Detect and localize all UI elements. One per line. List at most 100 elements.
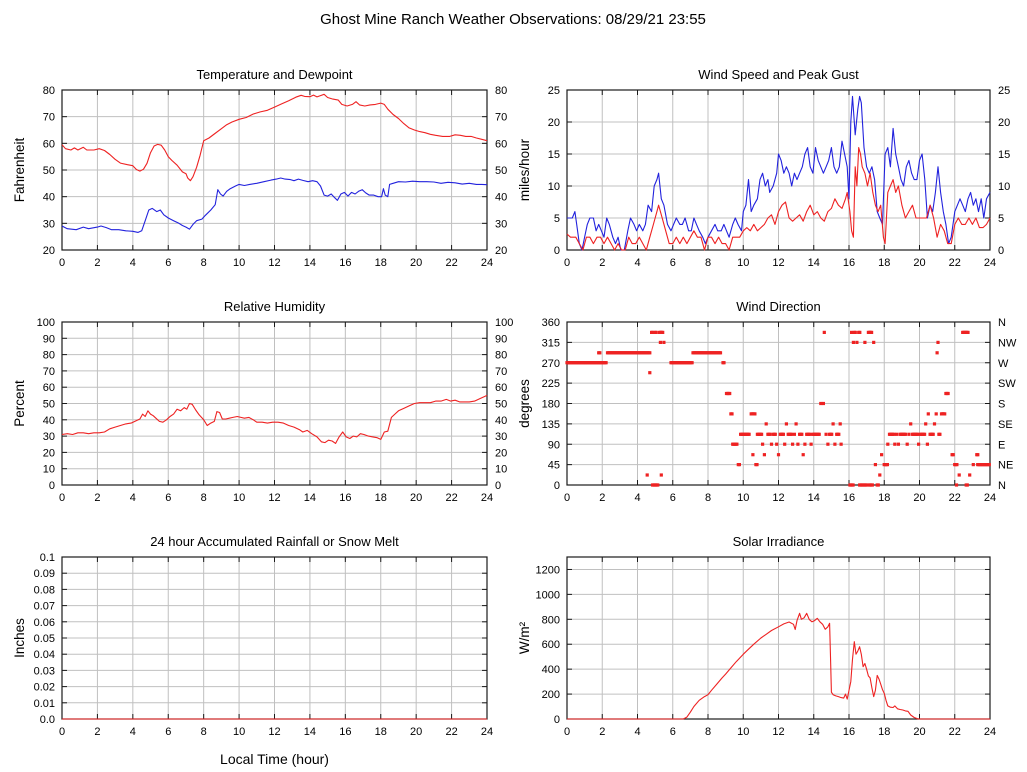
x-tick-labels: 0 2 4 6 8 10 12 14 16 18 20 22 24 — [59, 257, 493, 269]
chart-temperature-dewpoint: 0 2 4 6 8 10 12 14 16 18 20 22 242030405060708020304… — [12, 67, 507, 269]
svg-text:20: 20 — [43, 245, 55, 257]
svg-text:45: 45 — [548, 460, 560, 472]
wind-direction-points — [565, 330, 991, 487]
svg-text:70: 70 — [495, 366, 507, 378]
svg-text:800: 800 — [542, 614, 560, 626]
svg-text:2: 2 — [94, 726, 100, 738]
gridlines — [62, 322, 487, 485]
x-tick-labels: 0 2 4 6 8 10 12 14 16 18 20 22 24 — [59, 726, 493, 738]
chart-title: Solar Irradiance — [733, 534, 825, 549]
svg-text:1000: 1000 — [536, 589, 560, 601]
svg-text:5: 5 — [998, 213, 1004, 225]
svg-text:60: 60 — [495, 138, 507, 150]
svg-text:90: 90 — [43, 333, 55, 345]
svg-text:0.01: 0.01 — [34, 698, 55, 710]
y-axis-label: W/m² — [517, 621, 532, 654]
svg-text:S: S — [998, 399, 1005, 411]
gridlines — [62, 557, 487, 719]
y-axis-label: Fahrenheit — [12, 137, 27, 202]
svg-text:22: 22 — [949, 257, 961, 269]
svg-text:16: 16 — [843, 726, 855, 738]
plot-border — [566, 321, 991, 486]
svg-text:16: 16 — [843, 492, 855, 504]
svg-text:14: 14 — [304, 492, 316, 504]
wind-speed-line — [566, 147, 991, 251]
y-axis-label: Percent — [12, 380, 27, 427]
svg-text:6: 6 — [165, 492, 171, 504]
svg-text:18: 18 — [375, 257, 387, 269]
y-tick-labels: 0 200 400 600 800 1000 1200 — [536, 564, 560, 726]
right-tick-labels: N NE E SE S SW W NW N — [998, 317, 1017, 492]
svg-text:0: 0 — [495, 480, 501, 492]
svg-text:14: 14 — [808, 726, 820, 738]
svg-text:20: 20 — [410, 257, 422, 269]
svg-text:0.06: 0.06 — [34, 617, 55, 629]
right-tick-labels: 0 10 20 30 40 50 60 70 80 90 100 — [495, 317, 513, 492]
svg-text:8: 8 — [201, 257, 207, 269]
svg-text:20: 20 — [998, 117, 1010, 129]
svg-text:30: 30 — [495, 218, 507, 230]
svg-text:40: 40 — [495, 415, 507, 427]
svg-text:12: 12 — [268, 726, 280, 738]
chart-title: Relative Humidity — [224, 299, 326, 314]
y-tick-labels: 20 30 40 50 60 70 80 — [43, 85, 55, 257]
svg-text:20: 20 — [495, 447, 507, 459]
right-tick-labels: 20 30 40 50 60 70 80 — [495, 85, 507, 257]
svg-text:2: 2 — [599, 257, 605, 269]
svg-text:12: 12 — [772, 726, 784, 738]
svg-text:80: 80 — [43, 85, 55, 97]
svg-text:270: 270 — [542, 358, 560, 370]
svg-text:90: 90 — [495, 333, 507, 345]
svg-text:30: 30 — [495, 431, 507, 443]
svg-text:10: 10 — [233, 257, 245, 269]
svg-text:N: N — [998, 317, 1006, 329]
svg-text:20: 20 — [410, 492, 422, 504]
svg-text:90: 90 — [548, 439, 560, 451]
svg-text:600: 600 — [542, 639, 560, 651]
chart-solar-irradiance: 0 2 4 6 8 10 12 14 16 18 20 22 240200400600800100012… — [517, 534, 996, 738]
svg-text:20: 20 — [410, 726, 422, 738]
svg-text:W: W — [998, 358, 1009, 370]
svg-text:22: 22 — [949, 726, 961, 738]
svg-text:0.04: 0.04 — [34, 649, 55, 661]
svg-text:22: 22 — [445, 257, 457, 269]
svg-text:50: 50 — [43, 399, 55, 411]
chart-title: 24 hour Accumulated Rainfall or Snow Mel… — [150, 534, 399, 549]
x-tick-labels: 0 2 4 6 8 10 12 14 16 18 20 22 24 — [59, 492, 493, 504]
svg-text:40: 40 — [495, 192, 507, 204]
svg-text:18: 18 — [878, 257, 890, 269]
svg-text:70: 70 — [43, 366, 55, 378]
svg-text:24: 24 — [984, 492, 996, 504]
svg-text:10: 10 — [495, 464, 507, 476]
svg-text:12: 12 — [772, 492, 784, 504]
svg-text:30: 30 — [43, 431, 55, 443]
solar-irradiance-line — [567, 612, 990, 720]
svg-text:6: 6 — [670, 726, 676, 738]
svg-text:70: 70 — [495, 112, 507, 124]
svg-text:0.0: 0.0 — [40, 714, 55, 726]
svg-text:6: 6 — [165, 257, 171, 269]
svg-text:24: 24 — [481, 257, 493, 269]
gridlines — [567, 557, 990, 719]
x-tick-labels: 0 2 4 6 8 10 12 14 16 18 20 22 24 — [564, 492, 996, 504]
gridlines — [567, 322, 990, 485]
x-tick-labels: 0 2 4 6 8 10 12 14 16 18 20 22 24 — [564, 726, 996, 738]
svg-text:100: 100 — [495, 317, 513, 329]
svg-text:80: 80 — [43, 350, 55, 362]
svg-text:135: 135 — [542, 419, 560, 431]
svg-text:0.03: 0.03 — [34, 665, 55, 677]
svg-text:18: 18 — [878, 726, 890, 738]
svg-text:20: 20 — [913, 726, 925, 738]
svg-text:16: 16 — [339, 257, 351, 269]
right-tick-labels: 0 5 10 15 20 25 — [998, 85, 1010, 257]
svg-text:20: 20 — [548, 117, 560, 129]
svg-text:18: 18 — [375, 492, 387, 504]
svg-text:0: 0 — [49, 480, 55, 492]
svg-text:20: 20 — [43, 447, 55, 459]
chart-title: Wind Direction — [736, 299, 821, 314]
svg-text:SW: SW — [998, 378, 1016, 390]
svg-text:30: 30 — [43, 218, 55, 230]
chart-title: Wind Speed and Peak Gust — [698, 67, 859, 82]
